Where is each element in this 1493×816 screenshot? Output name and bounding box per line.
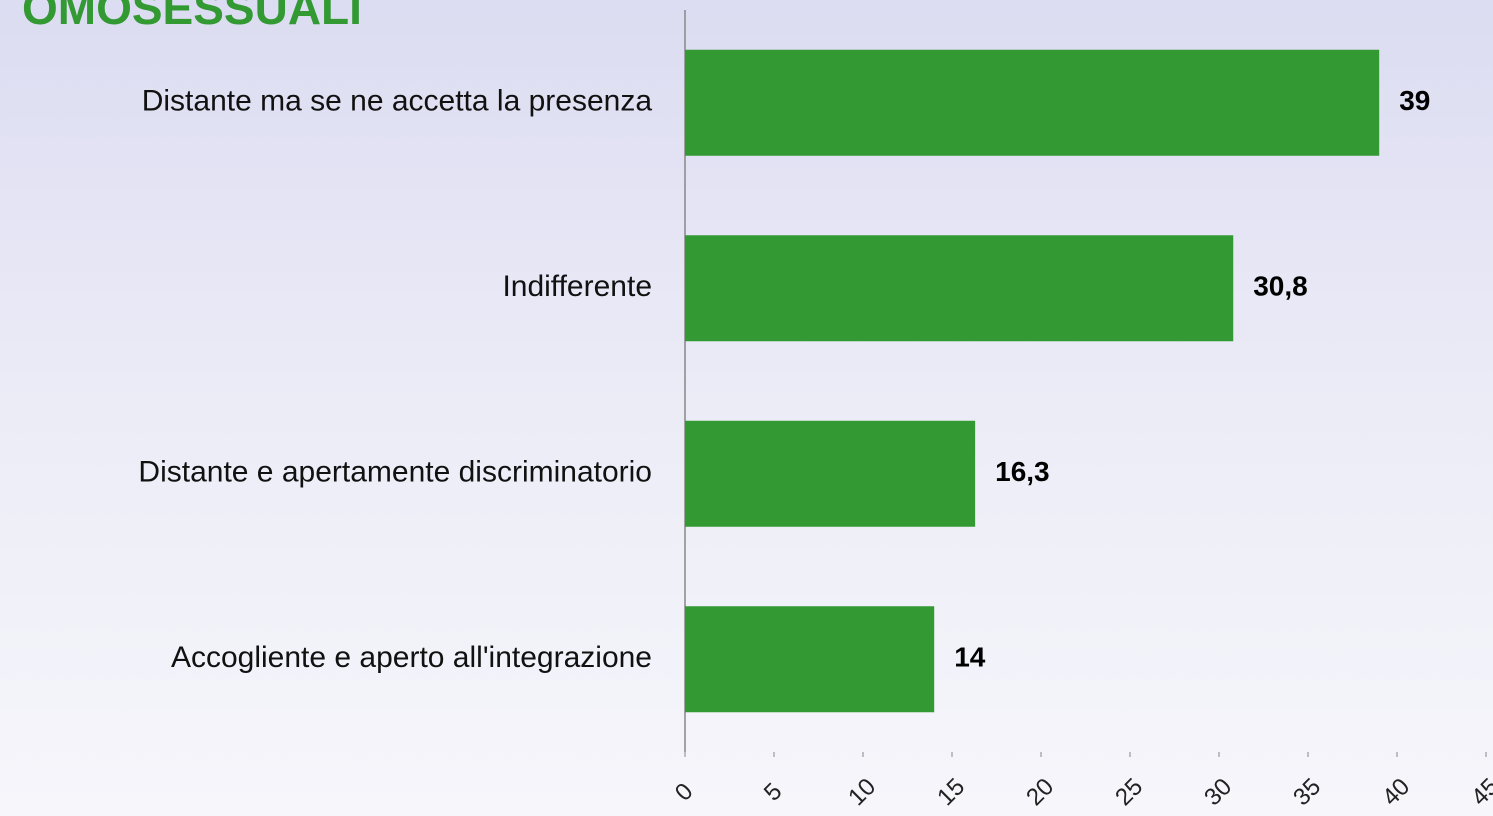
y-tick-label: Indifferente — [502, 270, 652, 303]
bar — [685, 420, 976, 527]
x-tick-label: 35 — [1288, 773, 1326, 811]
x-tick-label: 40 — [1377, 773, 1415, 811]
y-tick-label: Distante e apertamente discriminatorio — [138, 456, 652, 489]
value-label: 16,3 — [995, 456, 1050, 487]
value-label: 14 — [954, 642, 986, 673]
x-tick-label: 5 — [759, 778, 788, 807]
bar — [685, 606, 935, 713]
value-label: 30,8 — [1253, 271, 1308, 302]
x-tick-label: 25 — [1110, 773, 1148, 811]
x-tick-label: 15 — [932, 773, 970, 811]
x-tick-label: 45 — [1466, 773, 1493, 811]
x-tick-label: 10 — [843, 773, 881, 811]
x-tick-label: 20 — [1021, 773, 1059, 811]
bar — [685, 235, 1234, 342]
y-tick-label: Accogliente e aperto all'integrazione — [171, 641, 652, 674]
x-tick-label: 0 — [670, 778, 699, 807]
chart-title: OMOSESSUALI — [22, 0, 362, 34]
value-label: 39 — [1399, 85, 1430, 116]
bar — [685, 49, 1380, 156]
x-tick-label: 30 — [1199, 773, 1237, 811]
y-tick-label: Distante ma se ne accetta la presenza — [142, 85, 653, 118]
